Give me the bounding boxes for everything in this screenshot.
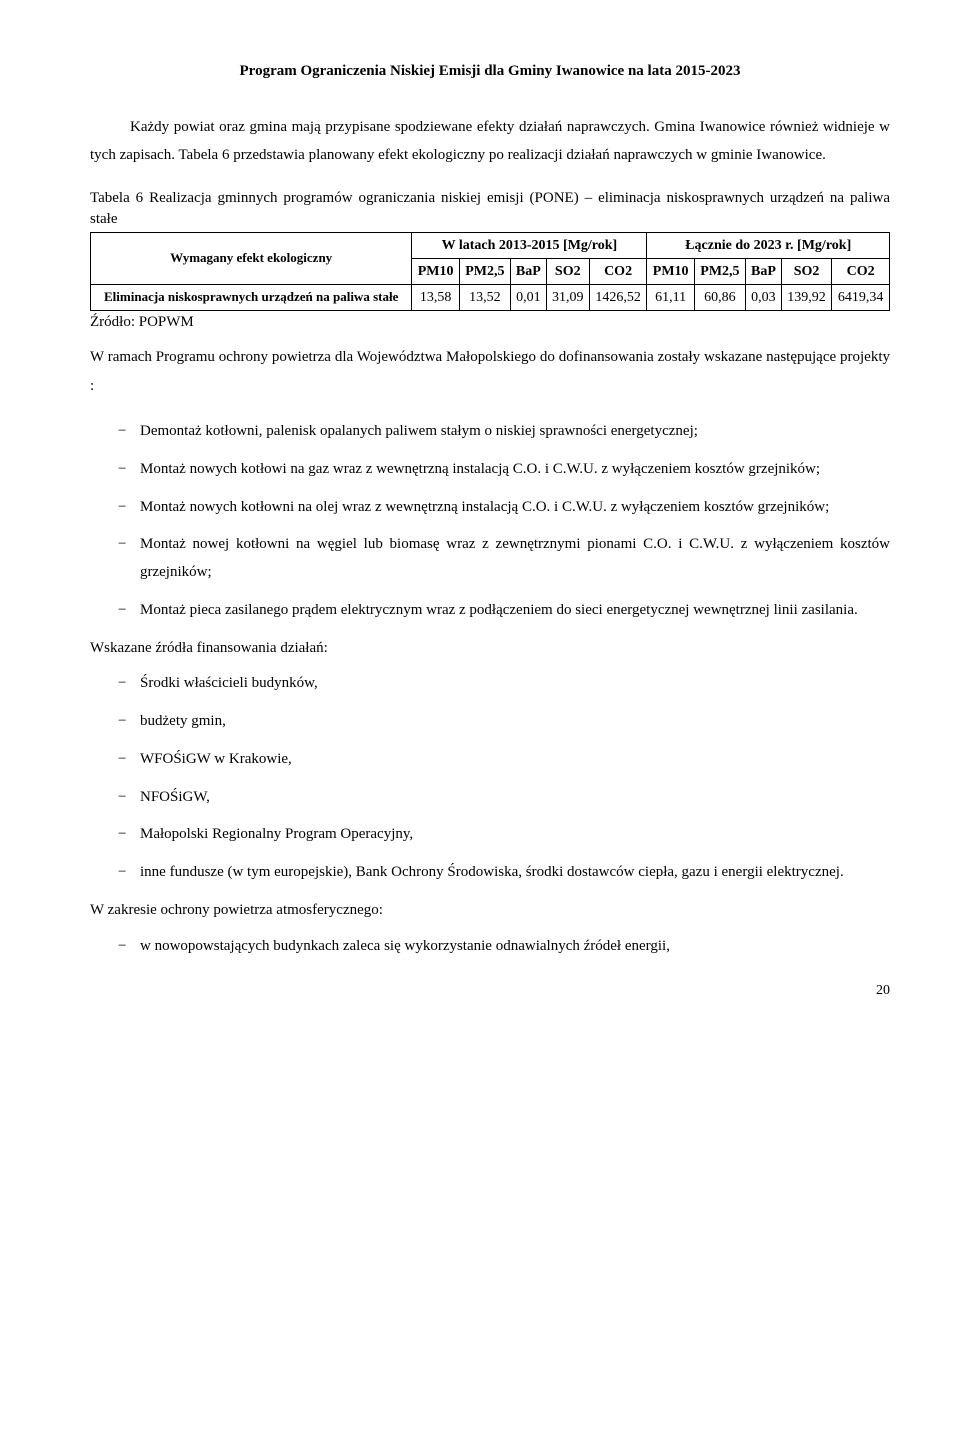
projects-list: Demontaż kotłowni, palenisk opalanych pa… <box>90 418 890 625</box>
table-cell: 0,03 <box>745 284 781 310</box>
list-item: Montaż nowej kotłowni na węgiel lub biom… <box>90 531 890 587</box>
page-number: 20 <box>90 980 890 1001</box>
financing-list: Środki właścicieli budynków, budżety gmi… <box>90 670 890 887</box>
list-item: Środki właścicieli budynków, <box>90 670 890 698</box>
table-col: SO2 <box>546 258 589 284</box>
after-table-paragraph: W ramach Programu ochrony powietrza dla … <box>90 343 890 400</box>
table-col: SO2 <box>781 258 831 284</box>
table-cell: 13,52 <box>459 284 510 310</box>
list-item: WFOŚiGW w Krakowie, <box>90 746 890 774</box>
table-col: PM2,5 <box>459 258 510 284</box>
list-item: budżety gmin, <box>90 708 890 736</box>
table-col: PM10 <box>412 258 459 284</box>
list-item: Montaż pieca zasilanego prądem elektrycz… <box>90 597 890 625</box>
table-cell: 13,58 <box>412 284 459 310</box>
financing-heading: Wskazane źródła finansowania działań: <box>90 635 890 663</box>
atmo-heading: W zakresie ochrony powietrza atmosferycz… <box>90 897 890 925</box>
list-item: Małopolski Regionalny Program Operacyjny… <box>90 821 890 849</box>
table-col: CO2 <box>832 258 890 284</box>
table-col-group-2: Łącznie do 2023 r. [Mg/rok] <box>647 232 890 258</box>
table-row-header: Wymagany efekt ekologiczny <box>91 232 412 284</box>
table-col: CO2 <box>589 258 647 284</box>
table-cell: 139,92 <box>781 284 831 310</box>
atmo-list: w nowopowstających budynkach zaleca się … <box>90 933 890 961</box>
list-item: inne fundusze (w tym europejskie), Bank … <box>90 859 890 887</box>
table-cell: 6419,34 <box>832 284 890 310</box>
table-6: Wymagany efekt ekologiczny W latach 2013… <box>90 232 890 311</box>
list-item: Demontaż kotłowni, palenisk opalanych pa… <box>90 418 890 446</box>
page-title: Program Ograniczenia Niskiej Emisji dla … <box>90 60 890 83</box>
list-item: w nowopowstających budynkach zaleca się … <box>90 933 890 961</box>
list-item: Montaż nowych kotłowi na gaz wraz z wewn… <box>90 456 890 484</box>
table-col-group-1: W latach 2013-2015 [Mg/rok] <box>412 232 647 258</box>
table-col: BaP <box>510 258 546 284</box>
table-cell: 31,09 <box>546 284 589 310</box>
table-cell: 60,86 <box>694 284 745 310</box>
table-col: BaP <box>745 258 781 284</box>
table-cell: 61,11 <box>647 284 694 310</box>
intro-paragraph: Każdy powiat oraz gmina mają przypisane … <box>90 113 890 170</box>
table-source: Źródło: POPWM <box>90 311 890 334</box>
list-item: Montaż nowych kotłowni na olej wraz z we… <box>90 494 890 522</box>
table-cell: 1426,52 <box>589 284 647 310</box>
table-caption: Tabela 6 Realizacja gminnych programów o… <box>90 188 890 230</box>
table-row-label: Eliminacja niskosprawnych urządzeń na pa… <box>91 284 412 310</box>
table-col: PM2,5 <box>694 258 745 284</box>
table-cell: 0,01 <box>510 284 546 310</box>
list-item: NFOŚiGW, <box>90 784 890 812</box>
table-col: PM10 <box>647 258 694 284</box>
